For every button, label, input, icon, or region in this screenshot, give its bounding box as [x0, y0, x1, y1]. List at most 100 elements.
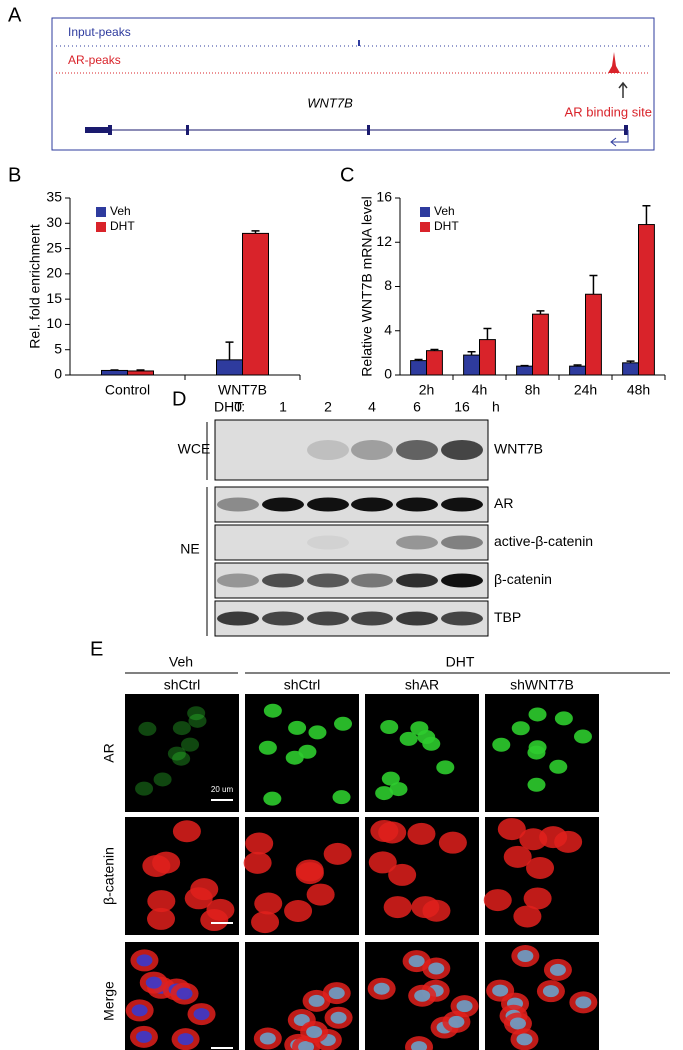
blot-band [351, 497, 393, 512]
exon [367, 125, 370, 135]
blot-unit: h [492, 399, 500, 415]
legend-swatch [96, 222, 106, 232]
nucleus [298, 1041, 315, 1050]
time-label: 2 [324, 399, 332, 415]
cell [306, 883, 335, 906]
y-tick-label: 5 [54, 340, 62, 356]
bar [127, 370, 154, 376]
cell [497, 818, 526, 841]
cell [513, 905, 542, 928]
blot-band [217, 573, 259, 588]
cell [251, 911, 280, 934]
bar [216, 359, 243, 376]
error-bar [136, 369, 145, 371]
nucleus [135, 781, 154, 796]
nucleus [509, 1017, 526, 1030]
error-bar [536, 310, 545, 315]
blot-band [307, 535, 349, 550]
cell [519, 828, 548, 851]
y-tick-label: 0 [54, 366, 62, 382]
x-tick-label: 2h [419, 382, 435, 398]
cell [483, 889, 512, 912]
blot-band [351, 573, 393, 588]
cell [206, 898, 235, 921]
x-tick-label: 48h [627, 382, 650, 398]
nucleus [542, 985, 559, 998]
blot-band [307, 440, 349, 460]
bar [638, 224, 655, 376]
blot-band [396, 535, 438, 550]
tss-arrow [610, 130, 629, 147]
nucleus [456, 1000, 473, 1013]
blot-band [307, 573, 349, 588]
blot-band [396, 497, 438, 512]
cell [383, 896, 412, 919]
band-label: AR [494, 495, 513, 511]
nucleus [138, 721, 157, 736]
legend-label: Veh [434, 204, 455, 218]
error-bar [520, 364, 529, 367]
blot-band [396, 440, 438, 460]
time-label: 4 [368, 399, 376, 415]
group-label: Veh [169, 654, 193, 670]
nucleus [492, 737, 511, 752]
nucleus [332, 790, 351, 805]
y-axis-label: Relative WNT7B mRNA level [359, 196, 375, 377]
error-bar [573, 364, 582, 367]
nucleus [193, 1008, 210, 1021]
nucleus [167, 746, 186, 761]
x-tick-label: 24h [574, 382, 597, 398]
y-axis-label: Rel. fold enrichment [27, 224, 43, 349]
nucleus [410, 721, 429, 736]
bar [463, 354, 481, 376]
x-tick-label: WNT7B [218, 382, 267, 398]
nucleus [293, 1014, 310, 1027]
bar [479, 339, 496, 376]
cell [438, 831, 467, 854]
error-bar [110, 369, 119, 371]
nucleus [414, 989, 431, 1002]
bar [516, 365, 533, 376]
y-tick-label: 4 [384, 321, 392, 337]
nucleus [259, 1032, 276, 1045]
error-bar [467, 351, 476, 356]
error-bar [430, 348, 439, 351]
nucleus [516, 1033, 533, 1046]
nucleus [176, 987, 193, 1000]
track-label: Input-peaks [68, 25, 131, 39]
nucleus [306, 1025, 323, 1038]
blot-band [441, 573, 483, 588]
nucleus [380, 720, 399, 735]
nucleus [511, 721, 530, 736]
cell [523, 887, 552, 910]
y-tick-label: 25 [46, 239, 62, 255]
y-tick-label: 10 [46, 315, 62, 331]
nucleus [136, 954, 153, 967]
track-label: AR-peaks [68, 53, 121, 67]
y-tick-label: 12 [376, 233, 392, 249]
track-frame [51, 17, 655, 151]
bar [101, 369, 128, 376]
nucleus [492, 984, 509, 997]
blot-treatment: DHT: [214, 399, 245, 415]
nucleus [285, 750, 304, 765]
nucleus [575, 996, 592, 1009]
error-bar [414, 358, 423, 361]
error-bar [251, 230, 260, 234]
cell [284, 899, 313, 922]
cell [370, 819, 399, 842]
gene-label: WNT7B [307, 95, 353, 110]
legend-swatch [96, 207, 106, 217]
legend-swatch [420, 207, 430, 217]
exon [85, 127, 110, 133]
cell [323, 842, 352, 865]
blot-band [396, 611, 438, 626]
band-label: active-β-catenin [494, 533, 593, 549]
blot-band [351, 611, 393, 626]
nucleus [411, 1041, 428, 1050]
nucleus [135, 1030, 152, 1043]
nucleus [187, 706, 206, 721]
group-label: DHT [446, 654, 475, 670]
